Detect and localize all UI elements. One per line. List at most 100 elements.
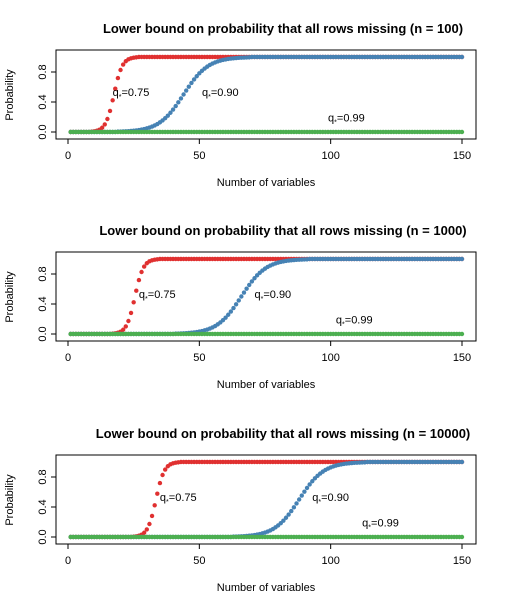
data-point <box>228 309 234 314</box>
x-tick-label: 0 <box>65 555 71 567</box>
data-point <box>184 88 189 93</box>
data-point <box>459 534 465 540</box>
x-tick-label: 0 <box>65 150 71 162</box>
data-point <box>128 310 134 316</box>
data-point <box>105 116 110 122</box>
y-tick-label: 0.8 <box>37 64 49 79</box>
y-axis-label: Probability <box>4 69 16 121</box>
data-point <box>176 100 181 105</box>
data-point <box>120 327 126 332</box>
data-point <box>157 480 163 486</box>
data-point <box>152 503 157 508</box>
data-point <box>168 110 173 115</box>
series-annotation: q*=0.99 <box>328 113 365 127</box>
x-tick-label: 50 <box>193 150 205 162</box>
data-point <box>162 467 168 472</box>
series-annotation: q*=0.90 <box>254 289 291 303</box>
data-point <box>249 279 255 284</box>
y-tick-label: 0.0 <box>37 326 49 341</box>
data-point <box>160 472 165 478</box>
x-tick-label: 100 <box>321 555 339 567</box>
data-point <box>181 92 186 97</box>
data-point <box>304 485 310 491</box>
y-tick-label: 0.4 <box>37 296 49 311</box>
data-point <box>302 489 307 494</box>
x-tick-label: 150 <box>453 150 471 162</box>
data-point <box>244 286 249 291</box>
data-point <box>247 282 252 288</box>
data-point <box>136 277 142 283</box>
data-point <box>131 300 136 305</box>
data-point <box>147 521 152 527</box>
data-point <box>286 512 291 517</box>
plot-frame <box>55 251 477 342</box>
chart-title: Lower bound on probability that all rows… <box>96 426 471 441</box>
data-point <box>281 518 286 523</box>
data-point <box>118 67 123 73</box>
series-1 <box>68 459 465 540</box>
data-point <box>459 129 465 135</box>
y-tick-label: 0.0 <box>37 124 49 139</box>
series-annotation: q*=0.99 <box>362 518 399 532</box>
chart-panel-2: Lower bound on probability that all rows… <box>4 223 477 391</box>
data-point <box>113 86 118 91</box>
series-annotation: q*=0.75 <box>139 289 176 303</box>
x-tick-label: 50 <box>193 352 205 364</box>
x-axis-label: Number of variables <box>217 379 316 391</box>
data-point <box>252 276 257 281</box>
data-point <box>170 107 176 112</box>
data-point <box>107 108 113 114</box>
series-3 <box>68 331 465 337</box>
x-tick-label: 150 <box>453 555 471 567</box>
data-point <box>191 77 197 82</box>
data-point <box>294 501 299 506</box>
data-point <box>144 527 149 532</box>
data-point <box>283 515 289 520</box>
data-point <box>459 331 465 337</box>
data-point <box>126 318 131 324</box>
data-point <box>165 113 171 118</box>
x-tick-label: 100 <box>321 352 339 364</box>
y-axis-label: Probability <box>4 474 16 526</box>
data-point <box>459 256 465 262</box>
data-point <box>178 96 184 101</box>
chart-title: Lower bound on probability that all rows… <box>99 223 466 238</box>
data-point <box>173 103 178 109</box>
data-point <box>149 513 155 519</box>
series-annotation: q*=0.90 <box>312 492 349 506</box>
chart-panel-1: Lower bound on probability that all rows… <box>4 21 477 189</box>
x-tick-label: 100 <box>321 150 339 162</box>
x-tick-label: 0 <box>65 352 71 364</box>
series-annotation: q*=0.75 <box>160 492 197 506</box>
series-2 <box>68 459 465 540</box>
data-point <box>186 84 192 89</box>
chart-title: Lower bound on probability that all rows… <box>103 21 463 36</box>
data-point <box>110 98 115 103</box>
data-point <box>194 74 199 79</box>
plot-frame <box>55 454 477 545</box>
data-point <box>231 305 236 311</box>
data-point <box>141 264 147 269</box>
data-point <box>459 459 465 465</box>
data-point <box>223 315 228 320</box>
x-axis-label: Number of variables <box>217 582 316 594</box>
y-tick-label: 0.0 <box>37 529 49 544</box>
data-point <box>120 62 126 67</box>
series-annotation: q*=0.99 <box>336 315 373 329</box>
data-point <box>459 54 465 60</box>
data-point <box>289 508 294 514</box>
y-tick-label: 0.8 <box>37 266 49 281</box>
data-point <box>299 493 304 498</box>
data-point <box>189 80 194 86</box>
data-point <box>307 482 312 487</box>
data-point <box>139 269 144 275</box>
chart-panel-3: Lower bound on probability that all rows… <box>4 426 477 594</box>
data-point <box>155 491 160 496</box>
data-point <box>241 290 247 295</box>
x-tick-label: 50 <box>193 555 205 567</box>
data-point <box>239 294 244 299</box>
data-point <box>134 288 139 293</box>
data-point <box>291 505 297 510</box>
series-3 <box>68 129 465 135</box>
